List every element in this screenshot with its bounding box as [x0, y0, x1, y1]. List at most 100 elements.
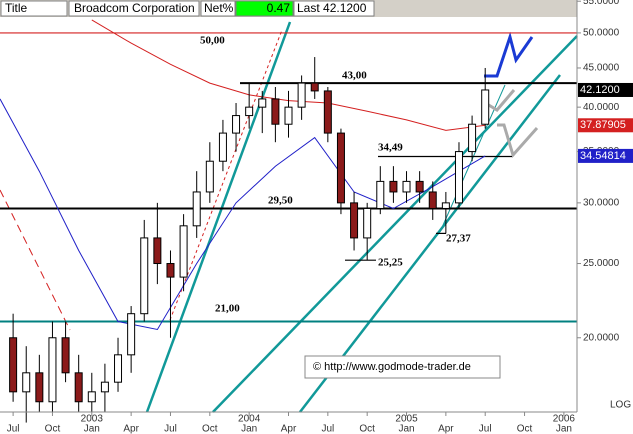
trend-line [212, 35, 578, 413]
candle-body [74, 372, 83, 403]
candle-body [271, 98, 280, 125]
candle-body [87, 391, 96, 403]
candle-body [336, 132, 345, 204]
x-tick-label: Apr [281, 424, 297, 434]
candle-body [389, 180, 398, 193]
candle-body [22, 372, 31, 393]
watermark-box [304, 355, 501, 379]
level-label: 34,49 [378, 142, 403, 154]
level-label: 21,00 [215, 303, 240, 315]
trend-line [145, 21, 292, 413]
trend-line [0, 189, 71, 331]
x-tick-label: Jul [7, 424, 20, 434]
candle-body [61, 337, 70, 374]
candle-body [48, 337, 57, 403]
y-tick-label: 40.0000 [583, 102, 620, 113]
year-label: 2004 [238, 414, 261, 425]
candle-body [481, 89, 490, 125]
value-box [578, 118, 633, 133]
candle-body [205, 160, 214, 193]
forecast-path [486, 89, 516, 112]
trend-line [169, 29, 283, 321]
moving-average [0, 98, 486, 331]
candle-body [376, 180, 385, 209]
candle-body [192, 191, 201, 227]
value-box [578, 82, 633, 97]
x-tick-label: Jan [398, 424, 414, 434]
x-tick-label: Jul [164, 424, 177, 434]
header-bar: Title Broadcom Corporation Net% 0.47 Las… [0, 0, 577, 17]
candle-body [415, 180, 424, 193]
x-tick-label: Apr [438, 424, 454, 434]
header-field [200, 0, 236, 17]
header-field [68, 0, 200, 17]
y-tick-label: 55.0000 [583, 0, 620, 7]
candle-body [9, 337, 18, 393]
value-box-label: 42.1200 [580, 84, 620, 96]
header-text: 0.47 [267, 1, 291, 15]
level-label: 50,00 [200, 35, 225, 47]
candle-body [127, 313, 136, 356]
x-tick-label: Jul [321, 424, 334, 434]
candle-body [114, 354, 123, 383]
y-tick-label: 30.0000 [583, 198, 620, 209]
level-label: 43,00 [342, 70, 367, 82]
candle-body [323, 90, 332, 134]
candle-body [284, 106, 293, 125]
scale-label: LOG [610, 400, 631, 411]
header-field [0, 0, 68, 17]
level-label: 29,50 [268, 195, 293, 207]
value-box-label: 34.54814 [580, 150, 626, 162]
header-field [293, 0, 375, 17]
candle-body [310, 82, 319, 92]
candle-body [258, 98, 267, 108]
x-tick-label: Apr [123, 424, 139, 434]
y-tick-label: 25.0000 [583, 258, 620, 269]
candle-body [166, 263, 175, 278]
candle-body [428, 191, 437, 209]
x-tick-label: Oct [45, 424, 61, 434]
candle-body [363, 207, 372, 239]
x-tick-label: Oct [202, 424, 218, 434]
watermark: © http://www.godmode-trader.de [313, 361, 471, 373]
candle-body [441, 202, 450, 209]
candle-body [100, 381, 109, 393]
y-tick-label: 50.0000 [583, 28, 620, 39]
candle-body [350, 202, 359, 239]
forecast-path [497, 123, 539, 159]
candle-body [153, 237, 162, 265]
candle-body [140, 237, 149, 315]
x-tick-label: Jan [556, 424, 572, 434]
candle-body [218, 132, 227, 162]
candle-body [232, 115, 241, 134]
level-label: 27,37 [446, 233, 471, 245]
x-tick-label: Jan [84, 424, 100, 434]
candle-body [179, 225, 188, 278]
header-text: Broadcom Corporation [74, 1, 195, 15]
candle-body [35, 372, 44, 403]
candle-body [245, 106, 254, 117]
header-text: Last 42.1200 [297, 1, 367, 15]
x-tick-label: Jul [479, 424, 492, 434]
candle-body [454, 151, 463, 204]
header-field [235, 0, 294, 17]
forecast-path [484, 31, 534, 78]
plot-area: 50,00 43,00 34,49 29,50 21,00 25,25 27,37 [0, 19, 577, 423]
x-tick-label: Oct [517, 424, 533, 434]
candle-body [402, 180, 411, 193]
x-tick-label: Jan [241, 424, 257, 434]
y-tick-label: 45.0000 [583, 63, 620, 74]
year-label: 2005 [395, 414, 418, 425]
header-text: Net% [204, 1, 234, 15]
level-label: 25,25 [378, 257, 403, 269]
y-tick-label: 20.0000 [583, 332, 620, 343]
year-label: 2003 [81, 414, 104, 425]
candle-body [297, 82, 306, 108]
value-box-label: 37.87905 [580, 119, 626, 131]
candle-body [468, 123, 477, 153]
value-box [578, 148, 633, 163]
year-label: 2006 [553, 414, 576, 425]
header-text: Title [5, 1, 28, 15]
x-tick-label: Oct [359, 424, 375, 434]
